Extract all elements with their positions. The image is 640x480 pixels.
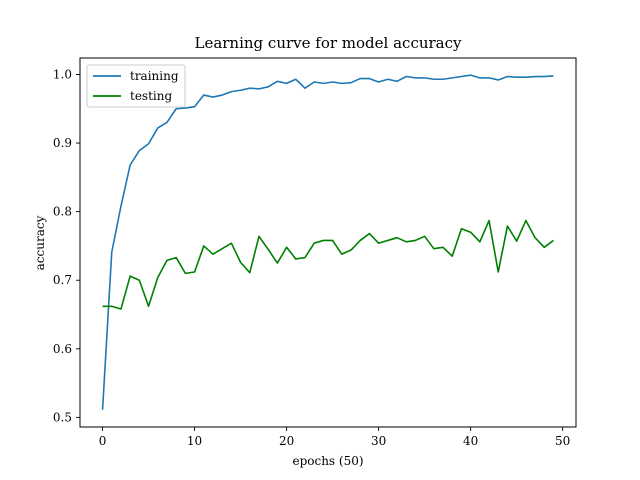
y-tick-label: 0.9	[53, 136, 72, 150]
plot-area	[80, 58, 576, 427]
x-tick-label: 10	[187, 434, 202, 448]
x-axis-label: epochs (50)	[292, 454, 363, 468]
series-layer	[101, 74, 554, 410]
plot-frame	[79, 57, 577, 428]
y-tick-label: 0.7	[53, 273, 72, 287]
x-tick-label: 50	[555, 434, 570, 448]
y-tick-label: 1.0	[53, 67, 72, 81]
series-line-testing	[102, 219, 554, 310]
x-tick-label: 30	[371, 434, 386, 448]
x-axis-ticks: 0 10 20 30 40 50	[99, 427, 570, 448]
y-axis-label: accuracy	[33, 215, 47, 270]
series-line-training	[101, 74, 554, 410]
legend-label-testing: testing	[130, 89, 172, 103]
legend: training testing	[86, 64, 186, 108]
chart-title: Learning curve for model accuracy	[194, 34, 462, 52]
x-tick-label: 40	[463, 434, 478, 448]
x-tick-label: 0	[99, 434, 107, 448]
y-axis-ticks: 0.5 0.6 0.7 0.8 0.9 1.0	[53, 67, 80, 424]
legend-label-training: training	[130, 69, 179, 83]
x-tick-label: 20	[279, 434, 294, 448]
y-tick-label: 0.8	[53, 205, 72, 219]
y-tick-label: 0.6	[53, 342, 72, 356]
y-tick-label: 0.5	[53, 410, 72, 424]
